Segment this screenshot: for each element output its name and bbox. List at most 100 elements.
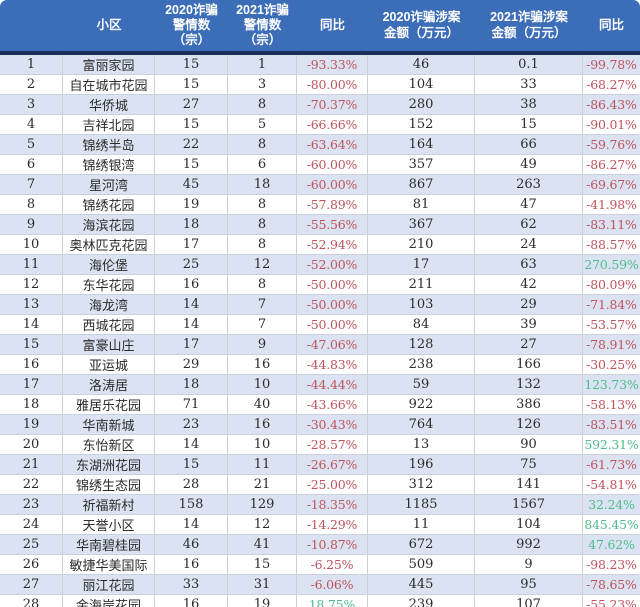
cases-2020: 158 (155, 495, 228, 514)
amount-2021: 29 (475, 295, 583, 314)
yoy-amount: -69.67% (586, 177, 637, 192)
cases-2021: 12 (228, 255, 297, 274)
amount-2020: 84 (368, 315, 475, 334)
row-index: 11 (0, 255, 63, 274)
yoy-cases: -52.00% (297, 255, 368, 274)
community-name: 锦绣半岛 (63, 135, 155, 154)
yoy-cases: -10.87% (297, 535, 368, 554)
yoy-amount: -80.09% (586, 277, 637, 292)
community-name: 锦绣花园 (63, 195, 155, 214)
cases-2020: 33 (155, 575, 228, 594)
cases-2020: 45 (155, 175, 228, 194)
yoy-amount: -88.57% (586, 237, 637, 252)
table-row: 19 华南新城 23 16 -30.43% 764 126 -83.51% (0, 415, 640, 435)
community-name: 丽江花园 (63, 575, 155, 594)
yoy-cases: -66.66% (297, 115, 368, 134)
cases-2020: 15 (155, 455, 228, 474)
yoy-cases: -50.00% (297, 315, 368, 334)
table-row: 22 锦绣生态园 28 21 -25.00% 312 141 -54.81% (0, 475, 640, 495)
community-name: 富丽家园 (63, 55, 155, 74)
yoy-cases: -52.94% (297, 235, 368, 254)
yoy-amount: -55.23% (586, 597, 637, 607)
yoy-amount: 592.31% (584, 437, 639, 452)
cases-2020: 18 (155, 375, 228, 394)
yoy-amount: 123.73% (584, 377, 639, 392)
amount-2020: 764 (368, 415, 475, 434)
row-index: 14 (0, 315, 63, 334)
yoy-cases: -25.00% (297, 475, 368, 494)
cases-2020: 23 (155, 415, 228, 434)
table-row: 28 金海岸花园 16 19 18.75% 239 107 -55.23% (0, 595, 640, 607)
cases-2020: 22 (155, 135, 228, 154)
community-name: 东湖洲花园 (63, 455, 155, 474)
yoy-amount: -90.01% (586, 117, 637, 132)
yoy-cases: -44.44% (297, 375, 368, 394)
table-row: 25 华南碧桂园 46 41 -10.87% 672 992 47.62% (0, 535, 640, 555)
row-index: 10 (0, 235, 63, 254)
cases-2021: 21 (228, 475, 297, 494)
community-name: 华侨城 (63, 95, 155, 114)
amount-2020: 867 (368, 175, 475, 194)
amount-2020: 672 (368, 535, 475, 554)
header-2020-amount: 2020诈骗涉案 金额（万元） (382, 10, 461, 40)
row-index: 19 (0, 415, 63, 434)
yoy-amount: 270.59% (584, 257, 639, 272)
amount-2020: 509 (368, 555, 475, 574)
yoy-amount: -58.13% (586, 397, 637, 412)
yoy-cases: -44.83% (297, 355, 368, 374)
yoy-cases: -50.00% (297, 295, 368, 314)
cases-2021: 16 (228, 355, 297, 374)
yoy-amount: -99.78% (586, 57, 637, 72)
yoy-cases: -14.29% (297, 515, 368, 534)
yoy-cases: -30.43% (297, 415, 368, 434)
yoy-cases: -80.00% (297, 75, 368, 94)
community-name: 星河湾 (63, 175, 155, 194)
row-index: 12 (0, 275, 63, 294)
community-name: 金海岸花园 (63, 595, 155, 607)
community-name: 东怡新区 (63, 435, 155, 454)
yoy-amount: -61.73% (586, 457, 637, 472)
amount-2021: 38 (475, 95, 583, 114)
amount-2021: 141 (475, 475, 583, 494)
cases-2020: 29 (155, 355, 228, 374)
cases-2021: 11 (228, 455, 297, 474)
row-index: 7 (0, 175, 63, 194)
amount-2021: 126 (475, 415, 583, 434)
amount-2020: 922 (368, 395, 475, 414)
table-row: 7 星河湾 45 18 -60.00% 867 263 -69.67% (0, 175, 640, 195)
amount-2021: 62 (475, 215, 583, 234)
amount-2021: 104 (475, 515, 583, 534)
community-name: 祈福新村 (63, 495, 155, 514)
row-index: 16 (0, 355, 63, 374)
yoy-cases: -6.25% (297, 555, 368, 574)
community-name: 敏捷华美国际 (63, 555, 155, 574)
yoy-cases: -50.00% (297, 275, 368, 294)
amount-2021: 95 (475, 575, 583, 594)
header-2021-cases: 2021诈骗 警情数 （宗） (236, 2, 289, 48)
community-name: 天誉小区 (63, 515, 155, 534)
yoy-amount: 47.62% (588, 537, 635, 552)
row-index: 20 (0, 435, 63, 454)
community-name: 锦绣生态园 (63, 475, 155, 494)
cases-2021: 41 (228, 535, 297, 554)
cases-2020: 15 (155, 115, 228, 134)
amount-2021: 27 (475, 335, 583, 354)
yoy-amount: 32.24% (588, 497, 635, 512)
amount-2020: 81 (368, 195, 475, 214)
cases-2021: 129 (228, 495, 297, 514)
cases-2020: 27 (155, 95, 228, 114)
yoy-amount: 845.45% (584, 517, 639, 532)
cases-2021: 40 (228, 395, 297, 414)
row-index: 17 (0, 375, 63, 394)
cases-2020: 16 (155, 275, 228, 294)
header-yoy-cases: 同比 (319, 17, 345, 32)
table-row: 21 东湖洲花园 15 11 -26.67% 196 75 -61.73% (0, 455, 640, 475)
table-row: 26 敏捷华美国际 16 15 -6.25% 509 9 -98.23% (0, 555, 640, 575)
cases-2020: 25 (155, 255, 228, 274)
yoy-amount: -53.57% (586, 317, 637, 332)
table-row: 14 西城花园 14 7 -50.00% 84 39 -53.57% (0, 315, 640, 335)
cases-2021: 1 (228, 55, 297, 74)
community-name: 海滨花园 (63, 215, 155, 234)
amount-2020: 445 (368, 575, 475, 594)
